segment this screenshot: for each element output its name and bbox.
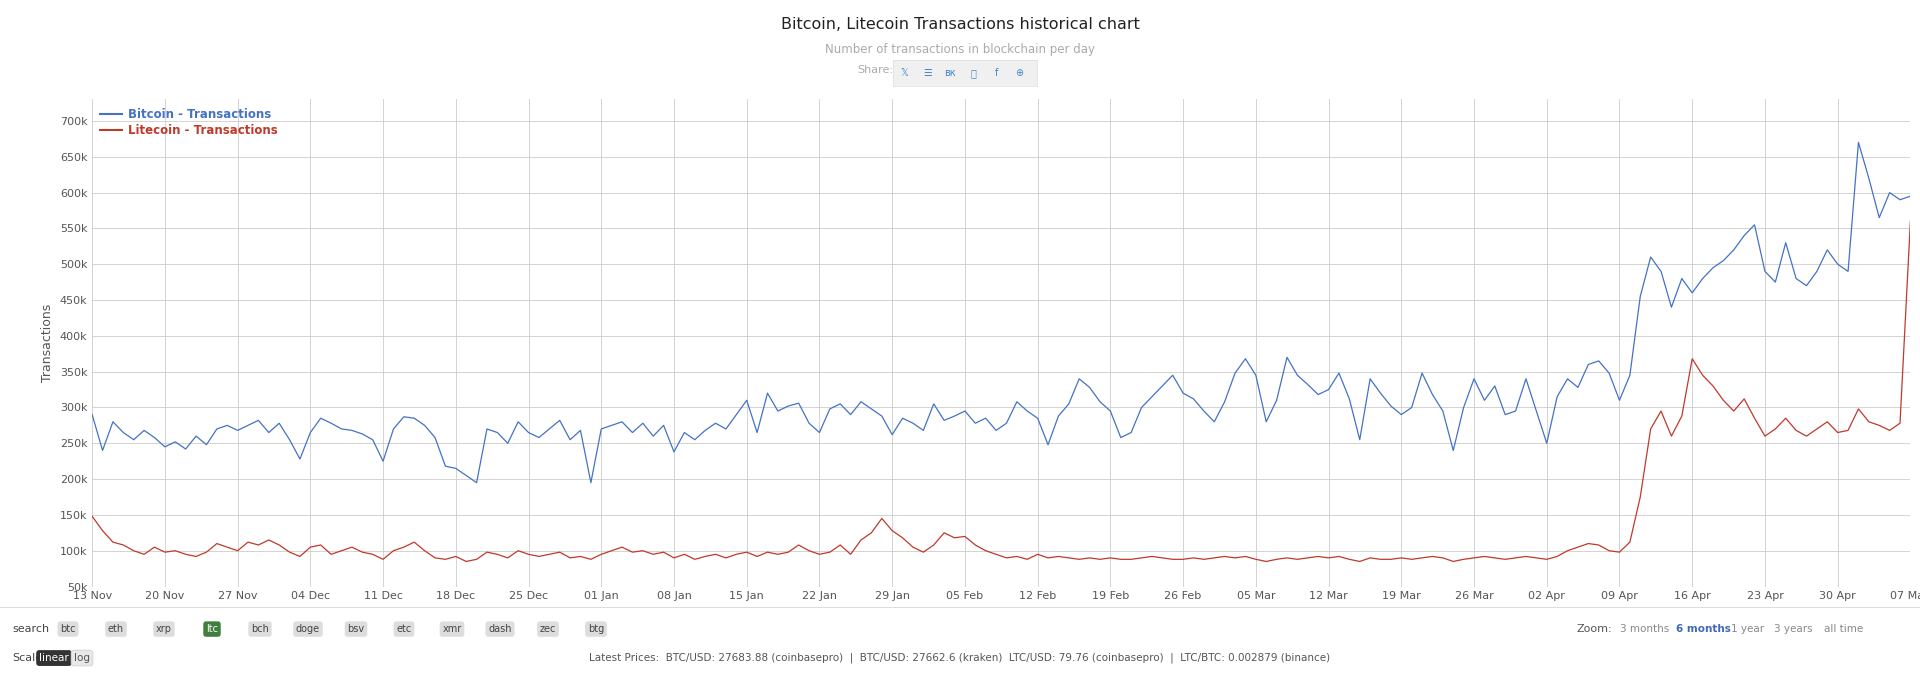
Text: Bitcoin, Litecoin Transactions historical chart: Bitcoin, Litecoin Transactions historica… — [781, 17, 1139, 32]
Text: dash: dash — [488, 624, 513, 634]
Text: btg: btg — [588, 624, 605, 634]
Text: 3 months: 3 months — [1620, 624, 1668, 634]
Text: 6 months: 6 months — [1676, 624, 1730, 634]
Text: bsv: bsv — [348, 624, 365, 634]
Text: 👍: 👍 — [970, 68, 977, 78]
Text: bch: bch — [252, 624, 269, 634]
Text: Zoom:: Zoom: — [1576, 624, 1613, 634]
Legend: Bitcoin - Transactions, Litecoin - Transactions: Bitcoin - Transactions, Litecoin - Trans… — [96, 103, 282, 142]
Text: 𝕏: 𝕏 — [900, 68, 908, 78]
Text: ⊕: ⊕ — [1016, 68, 1023, 78]
Text: all time: all time — [1824, 624, 1862, 634]
Text: xmr: xmr — [442, 624, 461, 634]
Text: btc: btc — [60, 624, 75, 634]
Text: log: log — [75, 653, 90, 663]
Text: Number of transactions in blockchain per day: Number of transactions in blockchain per… — [826, 43, 1094, 56]
Text: doge: doge — [296, 624, 321, 634]
Text: Latest Prices:  BTC/USD: 27683.88 (coinbasepro)  |  BTC/USD: 27662.6 (kraken)  L: Latest Prices: BTC/USD: 27683.88 (coinba… — [589, 653, 1331, 663]
Text: xrp: xrp — [156, 624, 173, 634]
Text: ltc: ltc — [205, 624, 219, 634]
Text: Scale:: Scale: — [12, 653, 46, 663]
Text: f: f — [995, 68, 998, 78]
Text: linear: linear — [38, 653, 69, 663]
Y-axis label: Transactions: Transactions — [40, 304, 54, 382]
Text: etc: etc — [396, 624, 411, 634]
Text: 1 year: 1 year — [1732, 624, 1764, 634]
Text: Share:: Share: — [856, 65, 893, 75]
Text: search: search — [12, 624, 50, 634]
Text: ☰: ☰ — [924, 68, 931, 78]
Text: zec: zec — [540, 624, 557, 634]
Text: eth: eth — [108, 624, 125, 634]
Text: 3 years: 3 years — [1774, 624, 1812, 634]
Text: вк: вк — [945, 68, 956, 78]
